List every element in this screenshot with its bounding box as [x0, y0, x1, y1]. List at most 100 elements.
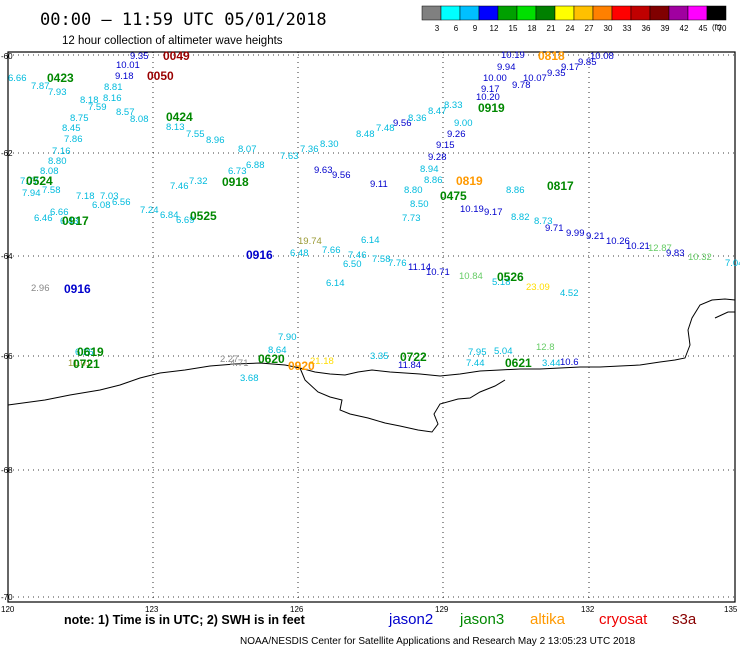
- legend-tick-label: 9: [473, 24, 478, 33]
- pass-time-label: 0917: [62, 214, 89, 228]
- lat-label-64: -64: [1, 252, 13, 261]
- pass-time-label: 0475: [440, 189, 467, 203]
- legend-swatch: [592, 5, 613, 21]
- wave-height-value: 10.08: [590, 51, 614, 62]
- wave-height-value: 7.36: [300, 144, 319, 155]
- pass-time-label: 0049: [163, 49, 190, 63]
- lat-label-62: -62: [1, 149, 13, 158]
- wave-height-value: 7.58: [372, 254, 391, 265]
- lon-label-135: 135: [724, 605, 738, 614]
- wave-height-value: 11.14: [408, 262, 431, 273]
- wave-height-value: 8.96: [206, 135, 225, 146]
- wave-height-value: 11.84: [398, 360, 421, 371]
- wave-height-value: 2.27: [220, 354, 239, 365]
- wave-height-value: 9.35: [547, 68, 566, 79]
- wave-height-value: 8.45: [62, 123, 81, 134]
- wave-height-value: 7.77: [20, 176, 39, 187]
- lon-label-132: 132: [581, 605, 595, 614]
- wave-height-value: 6.50: [343, 259, 362, 270]
- pass-time-label: 0424: [166, 110, 193, 124]
- lon-label-120: 120: [1, 605, 15, 614]
- coastline-ice-shelf: [299, 367, 506, 433]
- pass-time-labels: 0049 0050 0423 0424 0524 0917 0525 0918 0818 0919…: [26, 49, 574, 373]
- wave-height-value: 8.13: [166, 122, 185, 133]
- pass-time-label: 0621: [505, 356, 532, 370]
- wave-height-value: 10.26: [606, 236, 630, 247]
- lat-label-68: -68: [1, 466, 13, 475]
- wave-height-value: 7.44: [466, 358, 485, 369]
- wave-height-value: 7.24: [140, 205, 159, 216]
- wave-height-value: 4.52: [560, 288, 579, 299]
- wave-height-value: 9.17: [561, 62, 580, 73]
- wave-height-value: 6.43: [60, 216, 79, 227]
- legend-tick-label: 12: [490, 24, 499, 33]
- legend-tick-label: 6: [454, 24, 459, 33]
- wave-height-value: 7.86: [64, 134, 83, 145]
- wave-height-value: 9.83: [666, 248, 685, 259]
- wave-height-value: 8.47: [428, 106, 447, 117]
- legend-tick-label: 39: [661, 24, 670, 33]
- wave-height-value: 12.87: [648, 243, 672, 254]
- wave-height-value: 7.55: [186, 129, 205, 140]
- wave-height-value: 3.44: [542, 358, 561, 369]
- pass-time-label: 0817: [547, 179, 574, 193]
- wave-height-value: 9.18: [115, 71, 134, 82]
- page-title: 00:00 — 11:59 UTC 05/01/2018: [40, 10, 327, 30]
- wave-height-value: 7.48: [376, 123, 395, 134]
- legend-swatch: [535, 5, 556, 21]
- lat-label-70: -70: [1, 593, 13, 602]
- wave-height-value: 21.18: [310, 356, 334, 367]
- wave-height-value: 9.56: [332, 170, 351, 181]
- legend-swatch: [497, 5, 518, 21]
- wave-height-value: 10.19: [501, 50, 525, 61]
- wave-height-value: 10.20: [476, 92, 500, 103]
- wave-height-value: 5.18: [492, 277, 511, 288]
- wave-height-value: 8.86: [424, 175, 443, 186]
- wave-height-value: 7.59: [88, 102, 107, 113]
- graticule: [8, 52, 735, 602]
- legend-swatch: [687, 5, 708, 21]
- legend-tick-label: 18: [528, 24, 537, 33]
- wave-height-value: 10.32: [688, 252, 712, 263]
- wave-height-value: 8.73: [534, 216, 553, 227]
- wave-height-value: 6.14: [326, 278, 345, 289]
- wave-height-value: 12.8: [536, 342, 555, 353]
- wave-height-value: 8.16: [103, 93, 122, 104]
- legend-tick-label: 33: [623, 24, 632, 33]
- wave-height-value: 7.87: [31, 81, 50, 92]
- satellite-jason3: jason3: [459, 611, 504, 628]
- wave-height-value: 7.93: [48, 87, 67, 98]
- legend-tick-label: 27: [585, 24, 594, 33]
- wave-height-value: 8.64: [268, 345, 287, 356]
- legend-unit: (ft): [712, 23, 722, 32]
- wave-height-value: 8.18: [80, 95, 99, 106]
- color-legend: 3 6 9 12 15 18 21 24 27 30 33 36 39 42 45 70: [421, 5, 727, 33]
- wave-height-value: 11.01: [68, 358, 91, 369]
- wave-height-value: 10.00: [483, 73, 507, 84]
- wave-height-value: 9.63: [314, 165, 333, 176]
- wave-height-value: 9.71: [545, 223, 564, 234]
- wave-height-value: 6.08: [92, 200, 111, 211]
- legend-tick-label: 70: [718, 24, 727, 33]
- legend-tick-label: 24: [566, 24, 575, 33]
- pass-time-label: 0916: [246, 248, 273, 262]
- wave-height-value: 7.16: [52, 146, 71, 157]
- pass-time-label: 0050: [147, 69, 174, 83]
- wave-height-value: 6.69: [176, 215, 195, 226]
- wave-height-value: 9.28: [428, 152, 447, 163]
- wave-height-value: 9.26: [447, 129, 466, 140]
- pass-time-label: 0819: [456, 174, 483, 188]
- page-subtitle: 12 hour collection of altimeter wave hei…: [62, 35, 283, 47]
- wave-height-value: 8.48: [356, 129, 375, 140]
- wave-height-value: 9.94: [497, 62, 516, 73]
- legend-swatch: [421, 5, 442, 21]
- wave-height-value: 7.03: [100, 191, 119, 202]
- legend-swatch: [649, 5, 670, 21]
- pass-time-label: 0722: [400, 350, 427, 364]
- wave-height-value: 2.96: [31, 283, 50, 294]
- pass-time-label: 0620: [258, 352, 285, 366]
- wave-height-value: 7.76: [388, 258, 407, 269]
- wave-height-value: 9.00: [454, 118, 473, 129]
